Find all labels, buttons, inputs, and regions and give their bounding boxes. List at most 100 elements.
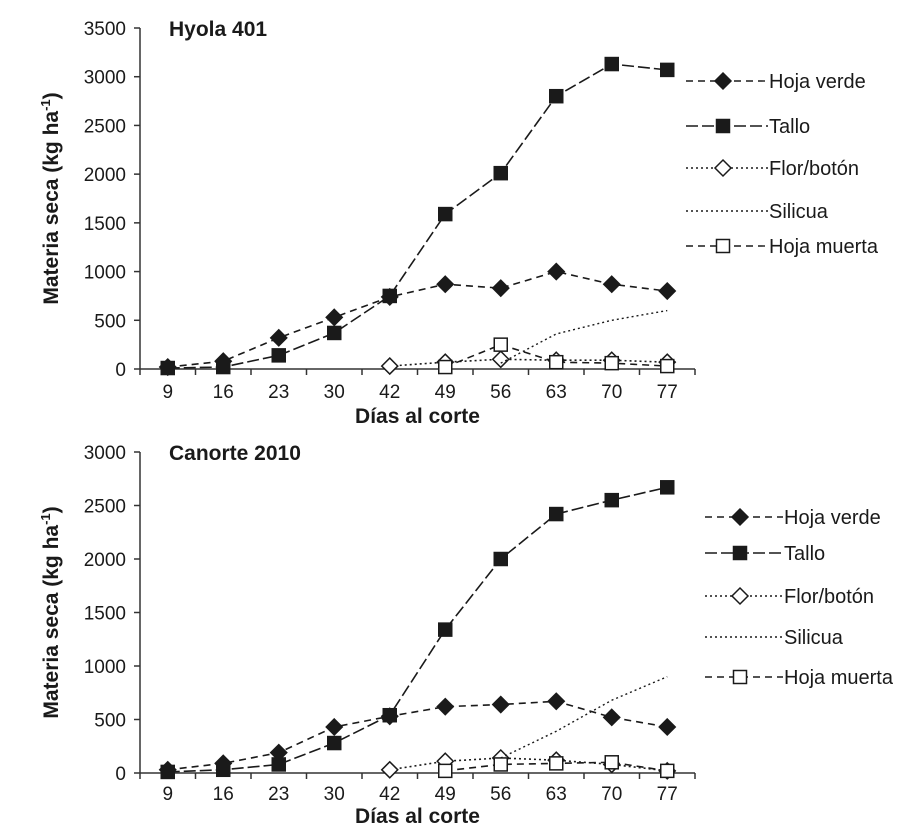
chart-title: Canorte 2010 <box>169 442 301 465</box>
legend-label: Hoja verde <box>769 71 866 93</box>
data-point <box>604 755 619 770</box>
legend-entry: Flor/botón <box>705 586 874 608</box>
legend-label: Silicua <box>769 201 829 223</box>
legend-label: Hoja muerta <box>769 236 879 258</box>
data-point <box>160 360 175 376</box>
legend-label: Hoja verde <box>784 507 881 529</box>
data-point <box>604 492 619 508</box>
y-tick-label: 3000 <box>84 68 126 89</box>
data-point <box>438 359 453 375</box>
legend-marker <box>715 118 731 134</box>
x-tick-label: 56 <box>490 784 511 805</box>
data-point <box>602 708 621 727</box>
y-axis-label-superscript: -1 <box>38 99 53 111</box>
y-tick-label: 2000 <box>84 165 126 186</box>
x-tick-label: 77 <box>657 382 678 403</box>
legend: Hoja verde Tallo Flor/botón Silicua Hoja mue… <box>705 507 894 689</box>
x-tick-label: 30 <box>324 784 345 805</box>
data-point <box>549 756 564 771</box>
y-tick-label: 0 <box>115 764 126 785</box>
y-tick-label: 2500 <box>84 497 126 518</box>
series-line <box>389 358 668 367</box>
legend-entry: Tallo <box>705 543 825 565</box>
x-tick-label: 56 <box>490 382 511 403</box>
data-point <box>271 757 286 772</box>
series-line <box>167 486 668 773</box>
x-tick-label: 16 <box>213 784 234 805</box>
y-tick-label: 3500 <box>84 19 126 40</box>
data-point <box>547 692 566 711</box>
data-point <box>660 480 675 495</box>
data-point <box>660 62 675 78</box>
data-point <box>602 275 621 294</box>
series-hoja-muerta <box>438 755 675 779</box>
series-hoja-verde <box>158 262 677 377</box>
x-tick-label: 23 <box>268 382 289 403</box>
y-axis-label-main: Materia seca (kg ha <box>40 111 63 305</box>
legend-marker <box>713 71 733 91</box>
data-point <box>327 325 342 341</box>
x-tick-label: 23 <box>268 784 289 805</box>
data-point <box>491 350 510 369</box>
y-tick-label: 1500 <box>84 604 126 625</box>
x-axis-label: Días al corte <box>355 805 480 828</box>
y-tick-label: 0 <box>115 360 126 381</box>
data-point <box>547 262 566 281</box>
legend-marker <box>730 507 750 527</box>
y-axis-label-close: ) <box>40 92 63 99</box>
data-point <box>380 357 399 376</box>
series-hoja-verde <box>158 692 677 779</box>
series-line <box>167 270 668 368</box>
y-tick-label: 1500 <box>84 214 126 235</box>
data-point <box>493 337 508 352</box>
legend-marker <box>730 586 750 606</box>
x-tick-label: 77 <box>657 784 678 805</box>
data-point <box>325 308 344 327</box>
legend-entry: Hoja verde <box>686 71 866 93</box>
data-point <box>382 707 397 723</box>
series-hoja-muerta <box>438 337 675 375</box>
data-point <box>658 717 677 737</box>
data-point <box>491 695 510 714</box>
legend-label: Flor/botón <box>769 158 859 180</box>
data-point <box>493 551 508 567</box>
data-point <box>216 762 231 778</box>
legend-entry: Tallo <box>686 116 810 138</box>
series-tallo <box>160 56 675 376</box>
data-point <box>436 275 455 294</box>
chart-title: Hyola 401 <box>169 18 267 41</box>
y-tick-label: 3000 <box>84 443 126 464</box>
legend-entry: Silicua <box>705 627 844 649</box>
x-tick-label: 70 <box>601 784 622 805</box>
x-tick-label: 42 <box>379 784 400 805</box>
y-tick-label: 1000 <box>84 263 126 284</box>
x-tick-label: 42 <box>379 382 400 403</box>
series-line <box>500 309 668 364</box>
series-line <box>167 700 668 771</box>
data-point <box>216 359 231 375</box>
legend-label: Flor/botón <box>784 586 874 608</box>
series-line <box>500 676 668 759</box>
y-tick-label: 2000 <box>84 550 126 571</box>
legend-marker <box>732 669 748 685</box>
legend-label: Tallo <box>769 116 810 138</box>
legend-entry: Hoja muerta <box>705 667 894 689</box>
x-tick-label: 63 <box>546 382 567 403</box>
data-point <box>660 763 675 779</box>
series-silicua <box>500 309 668 364</box>
x-tick-label: 30 <box>324 382 345 403</box>
data-point <box>604 56 619 72</box>
y-axis-label-superscript: -1 <box>38 513 53 525</box>
data-point <box>327 735 342 751</box>
legend-label: Tallo <box>784 543 825 565</box>
x-tick-label: 16 <box>213 382 234 403</box>
data-point <box>604 355 619 371</box>
data-point <box>271 348 286 363</box>
data-point <box>549 88 564 104</box>
y-tick-label: 500 <box>94 311 126 332</box>
data-point <box>438 763 453 779</box>
data-point <box>438 206 453 222</box>
y-axis-label: Materia seca (kg ha-1) <box>38 506 63 718</box>
legend-marker <box>732 545 748 561</box>
legend-marker <box>713 158 733 178</box>
